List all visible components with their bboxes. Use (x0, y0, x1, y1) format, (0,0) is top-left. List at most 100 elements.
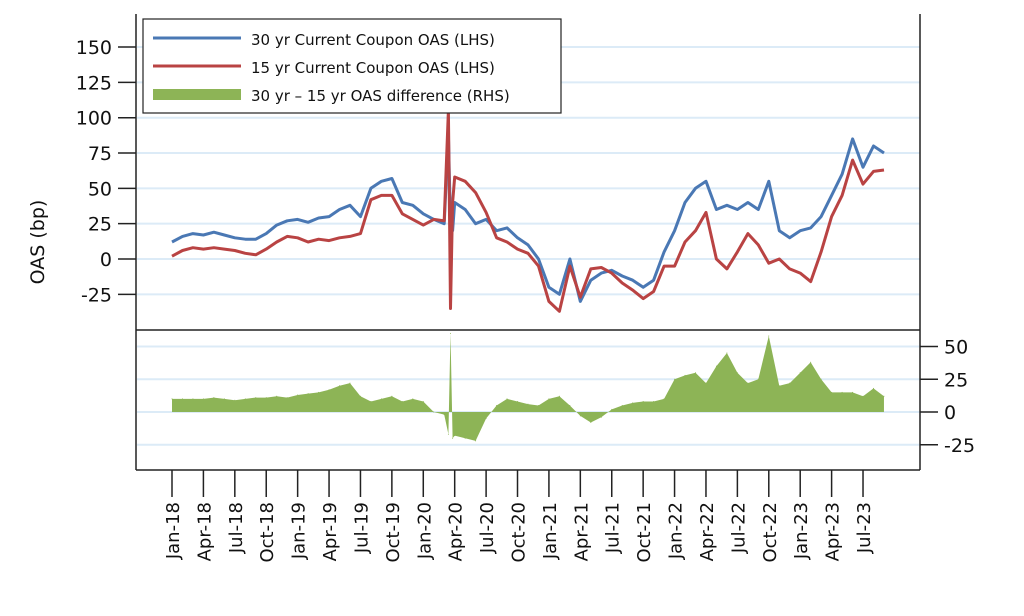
difference-point (768, 335, 770, 337)
lhs-tick-label: 75 (88, 143, 112, 165)
difference-point (558, 395, 560, 397)
difference-point (349, 382, 351, 384)
difference-point (841, 391, 843, 393)
difference-point (705, 382, 707, 384)
difference-point (569, 404, 571, 406)
rhs-tick-label: -25 (944, 435, 975, 457)
difference-point (401, 401, 403, 403)
rhs-tick-label: 25 (944, 369, 968, 391)
difference-area-layer (171, 332, 885, 442)
difference-point (454, 435, 456, 437)
difference-point (452, 437, 454, 439)
difference-point (527, 403, 529, 405)
legend-label-difference: 30 yr – 15 yr OAS difference (RHS) (251, 87, 510, 105)
rhs-tick-label: 50 (944, 337, 968, 359)
difference-point (663, 398, 665, 400)
difference-point (307, 393, 309, 395)
difference-point (778, 385, 780, 387)
lhs-tick-label: 0 (100, 249, 112, 271)
difference-point (171, 398, 173, 400)
lhs-axis: 150 125 100 75 50 25 0 -25 (76, 37, 136, 306)
difference-point (684, 374, 686, 376)
x-tick-label: Apr-20 (446, 502, 467, 561)
difference-point (548, 398, 550, 400)
plot-frame (135, 14, 921, 471)
lines-group (171, 109, 885, 313)
difference-point (810, 361, 812, 363)
lhs-tick-label: 125 (76, 72, 112, 94)
difference-point (820, 378, 822, 380)
x-tick-label: Jul-18 (226, 502, 247, 554)
difference-point (736, 372, 738, 374)
legend-swatch-difference (153, 89, 241, 100)
difference-point (757, 378, 759, 380)
difference-point (265, 397, 267, 399)
difference-point (447, 433, 449, 435)
x-tick-label: Oct-22 (760, 502, 781, 563)
x-tick-label: Apr-23 (823, 502, 844, 561)
difference-point (181, 398, 183, 400)
difference-point (286, 397, 288, 399)
difference-point (642, 401, 644, 403)
rhs-axis: 50 25 0 -25 (920, 337, 975, 457)
x-axis: Jan-18 Apr-18 Jul-18 Oct-18 Jan-19 Apr-19 Jul-… (163, 470, 875, 563)
difference-point (244, 398, 246, 400)
difference-point (485, 418, 487, 420)
legend-label-30yr: 30 yr Current Coupon OAS (LHS) (251, 31, 495, 49)
difference-point (579, 415, 581, 417)
oas-lines-layer (171, 109, 885, 313)
legend: 30 yr Current Coupon OAS (LHS) 15 yr Cur… (142, 18, 562, 114)
x-tick-label: Jul-23 (854, 502, 875, 554)
lhs-tick-label: 100 (76, 108, 112, 130)
difference-point (852, 391, 854, 393)
difference-point (883, 395, 885, 397)
lhs-tick-label: 150 (76, 37, 112, 59)
difference-point (412, 398, 414, 400)
difference-point (422, 401, 424, 403)
difference-point (213, 397, 215, 399)
difference-point (192, 398, 194, 400)
difference-point (674, 378, 676, 380)
line-30yr-oas (171, 133, 885, 303)
difference-point (715, 365, 717, 367)
x-tick-label: Oct-21 (634, 502, 655, 563)
difference-point (872, 387, 874, 389)
difference-point (391, 395, 393, 397)
lhs-tick-label: -25 (81, 284, 112, 306)
x-tick-label: Jul-22 (728, 502, 749, 554)
difference-point (789, 382, 791, 384)
difference-point (276, 395, 278, 397)
difference-point (359, 395, 361, 397)
x-tick-label: Jul-20 (477, 502, 498, 554)
difference-point (234, 399, 236, 401)
x-tick-label: Oct-19 (383, 502, 404, 563)
difference-point (475, 440, 477, 442)
difference-point (370, 401, 372, 403)
difference-point (318, 391, 320, 393)
difference-point (799, 372, 801, 374)
difference-point (600, 416, 602, 418)
difference-point (590, 421, 592, 423)
y-axis-label: OAS (bp) (27, 200, 49, 285)
difference-point (255, 397, 257, 399)
line-15yr-oas (171, 109, 885, 313)
difference-point (506, 398, 508, 400)
difference-point (862, 395, 864, 397)
x-tick-label: Jul-21 (603, 502, 624, 554)
x-tick-label: Jul-19 (351, 502, 372, 554)
x-tick-label: Jan-18 (163, 502, 184, 560)
x-tick-label: Jan-19 (289, 502, 310, 560)
lhs-tick-label: 25 (88, 214, 112, 236)
x-tick-label: Apr-19 (320, 502, 341, 561)
difference-point (695, 372, 696, 374)
rhs-tick-label: 0 (944, 402, 956, 424)
difference-point (611, 408, 613, 410)
x-tick-label: Jan-20 (414, 502, 435, 560)
legend-label-15yr: 15 yr Current Coupon OAS (LHS) (251, 59, 495, 77)
difference-area (172, 333, 884, 441)
difference-point (496, 404, 498, 406)
difference-point (443, 414, 445, 416)
difference-point (464, 437, 466, 439)
difference-point (747, 382, 749, 384)
